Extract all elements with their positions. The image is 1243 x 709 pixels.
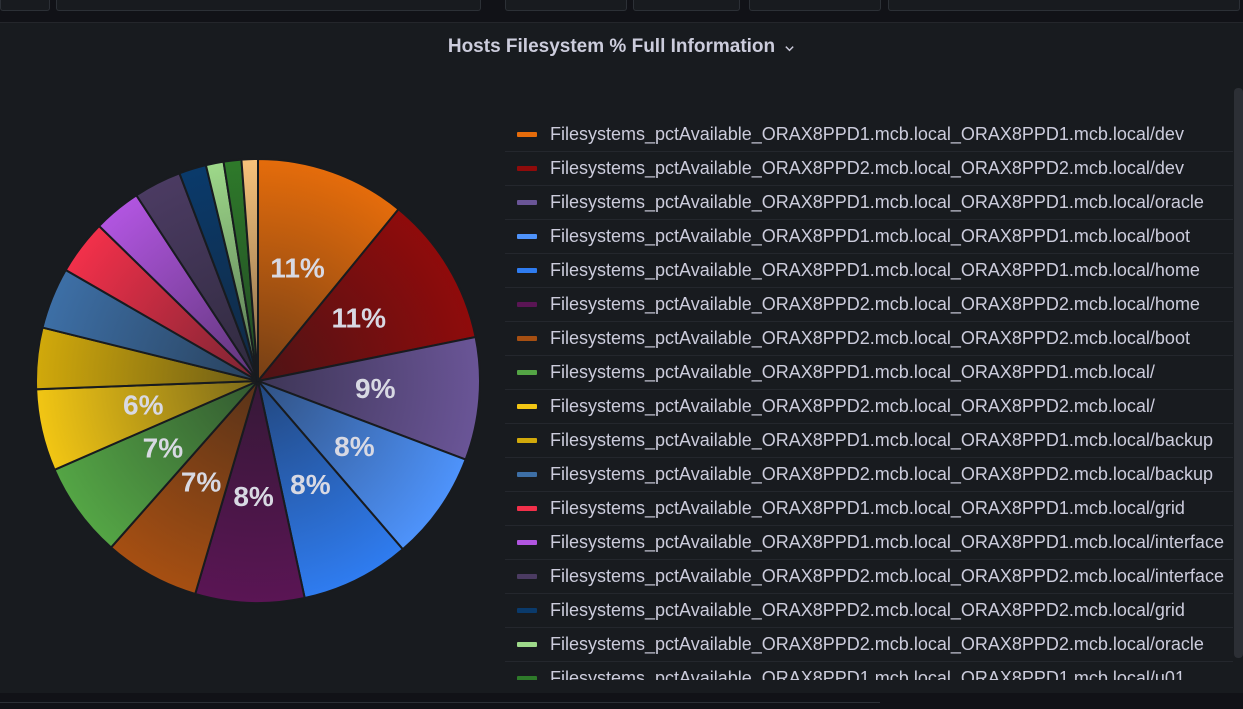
legend-swatch[interactable]	[517, 302, 537, 307]
toolbar-control[interactable]	[749, 0, 881, 11]
legend-item[interactable]: Filesystems_pctAvailable_ORAX8PPD1.mcb.l…	[505, 492, 1233, 526]
dashboard-toolbar	[0, 0, 1243, 22]
legend-label[interactable]: Filesystems_pctAvailable_ORAX8PPD1.mcb.l…	[550, 260, 1200, 280]
panel-header[interactable]: Hosts Filesystem % Full Information	[0, 23, 1243, 71]
legend-item[interactable]: Filesystems_pctAvailable_ORAX8PPD2.mcb.l…	[505, 322, 1233, 356]
legend-item[interactable]: Filesystems_pctAvailable_ORAX8PPD1.mcb.l…	[505, 424, 1233, 458]
legend-item[interactable]: Filesystems_pctAvailable_ORAX8PPD1.mcb.l…	[505, 254, 1233, 288]
legend-label[interactable]: Filesystems_pctAvailable_ORAX8PPD2.mcb.l…	[550, 158, 1184, 178]
legend-swatch[interactable]	[517, 166, 537, 171]
legend-swatch[interactable]	[517, 438, 537, 443]
legend-item[interactable]: Filesystems_pctAvailable_ORAX8PPD1.mcb.l…	[505, 526, 1233, 560]
legend-swatch[interactable]	[517, 642, 537, 647]
legend-item[interactable]: Filesystems_pctAvailable_ORAX8PPD2.mcb.l…	[505, 628, 1233, 662]
slice-value-label: 11%	[270, 253, 325, 284]
legend-label[interactable]: Filesystems_pctAvailable_ORAX8PPD2.mcb.l…	[550, 600, 1185, 620]
legend-scrollbar[interactable]	[1234, 88, 1243, 658]
legend-label[interactable]: Filesystems_pctAvailable_ORAX8PPD1.mcb.l…	[550, 124, 1184, 144]
toolbar-control[interactable]	[505, 0, 627, 11]
legend-label[interactable]: Filesystems_pctAvailable_ORAX8PPD1.mcb.l…	[550, 362, 1155, 382]
pie-chart: 11%11%9%8%8%8%7%7%6%	[35, 157, 481, 604]
slice-value-label: 6%	[123, 390, 164, 421]
legend-label[interactable]: Filesystems_pctAvailable_ORAX8PPD2.mcb.l…	[550, 566, 1224, 586]
legend-swatch[interactable]	[517, 234, 537, 239]
legend-item[interactable]: Filesystems_pctAvailable_ORAX8PPD1.mcb.l…	[505, 356, 1233, 390]
slice-value-label: 11%	[332, 303, 387, 334]
toolbar-control[interactable]	[888, 0, 1240, 11]
slice-value-label: 9%	[355, 373, 396, 404]
legend-item[interactable]: Filesystems_pctAvailable_ORAX8PPD2.mcb.l…	[505, 560, 1233, 594]
pie-slice[interactable]	[257, 380, 467, 551]
legend-label[interactable]: Filesystems_pctAvailable_ORAX8PPD1.mcb.l…	[550, 430, 1213, 450]
legend-swatch[interactable]	[517, 132, 537, 137]
bottom-bar	[0, 693, 1243, 709]
chevron-down-icon[interactable]	[784, 43, 795, 54]
slice-value-label: 7%	[181, 466, 222, 497]
slice-value-label: 8%	[334, 431, 375, 462]
slice-value-label: 8%	[233, 481, 274, 512]
legend-item[interactable]: Filesystems_pctAvailable_ORAX8PPD1.mcb.l…	[505, 662, 1233, 680]
pie-slice[interactable]	[255, 207, 477, 383]
pie-slice[interactable]	[257, 157, 400, 384]
legend-label[interactable]: Filesystems_pctAvailable_ORAX8PPD1.mcb.l…	[550, 532, 1224, 552]
legend-item[interactable]: Filesystems_pctAvailable_ORAX8PPD1.mcb.l…	[505, 220, 1233, 254]
legend-swatch[interactable]	[517, 404, 537, 409]
legend-item[interactable]: Filesystems_pctAvailable_ORAX8PPD1.mcb.l…	[505, 118, 1233, 152]
legend-item[interactable]: Filesystems_pctAvailable_ORAX8PPD2.mcb.l…	[505, 594, 1233, 628]
legend-swatch[interactable]	[517, 608, 537, 613]
legend-label[interactable]: Filesystems_pctAvailable_ORAX8PPD2.mcb.l…	[550, 294, 1200, 314]
pie-slice[interactable]	[254, 335, 481, 461]
legend-label[interactable]: Filesystems_pctAvailable_ORAX8PPD2.mcb.l…	[550, 396, 1155, 416]
legend-swatch[interactable]	[517, 506, 537, 511]
legend-item[interactable]: Filesystems_pctAvailable_ORAX8PPD2.mcb.l…	[505, 152, 1233, 186]
pie-chart-panel: Hosts Filesystem % Full Information 11% 1…	[0, 22, 1243, 694]
toolbar-control[interactable]	[0, 0, 50, 11]
legend-swatch[interactable]	[517, 676, 537, 680]
legend-item[interactable]: Filesystems_pctAvailable_ORAX8PPD2.mcb.l…	[505, 390, 1233, 424]
legend-swatch[interactable]	[517, 472, 537, 477]
toolbar-control[interactable]	[56, 0, 481, 11]
legend-swatch[interactable]	[517, 370, 537, 375]
chart-legend: Filesystems_pctAvailable_ORAX8PPD1.mcb.l…	[505, 118, 1233, 680]
legend-label[interactable]: Filesystems_pctAvailable_ORAX8PPD2.mcb.l…	[550, 634, 1204, 654]
legend-label[interactable]: Filesystems_pctAvailable_ORAX8PPD1.mcb.l…	[550, 226, 1190, 246]
pie-slice[interactable]	[257, 380, 405, 600]
legend-label[interactable]: Filesystems_pctAvailable_ORAX8PPD1.mcb.l…	[550, 668, 1185, 680]
legend-swatch[interactable]	[517, 574, 537, 579]
slice-value-label: 8%	[290, 469, 331, 500]
legend-swatch[interactable]	[517, 200, 537, 205]
slice-value-label: 7%	[143, 433, 184, 464]
toolbar-control[interactable]	[633, 0, 740, 11]
legend-item[interactable]: Filesystems_pctAvailable_ORAX8PPD2.mcb.l…	[505, 288, 1233, 322]
legend-label[interactable]: Filesystems_pctAvailable_ORAX8PPD2.mcb.l…	[550, 464, 1213, 484]
legend-swatch[interactable]	[517, 268, 537, 273]
legend-swatch[interactable]	[517, 336, 537, 341]
legend-label[interactable]: Filesystems_pctAvailable_ORAX8PPD1.mcb.l…	[550, 498, 1185, 518]
legend-swatch[interactable]	[517, 540, 537, 545]
pie-slice[interactable]	[240, 157, 259, 382]
legend-item[interactable]: Filesystems_pctAvailable_ORAX8PPD2.mcb.l…	[505, 458, 1233, 492]
pie-slice[interactable]	[193, 380, 306, 604]
panel-title[interactable]: Hosts Filesystem % Full Information	[447, 36, 776, 57]
legend-label[interactable]: Filesystems_pctAvailable_ORAX8PPD1.mcb.l…	[550, 192, 1204, 212]
legend-item[interactable]: Filesystems_pctAvailable_ORAX8PPD1.mcb.l…	[505, 186, 1233, 220]
legend-label[interactable]: Filesystems_pctAvailable_ORAX8PPD2.mcb.l…	[550, 328, 1190, 348]
